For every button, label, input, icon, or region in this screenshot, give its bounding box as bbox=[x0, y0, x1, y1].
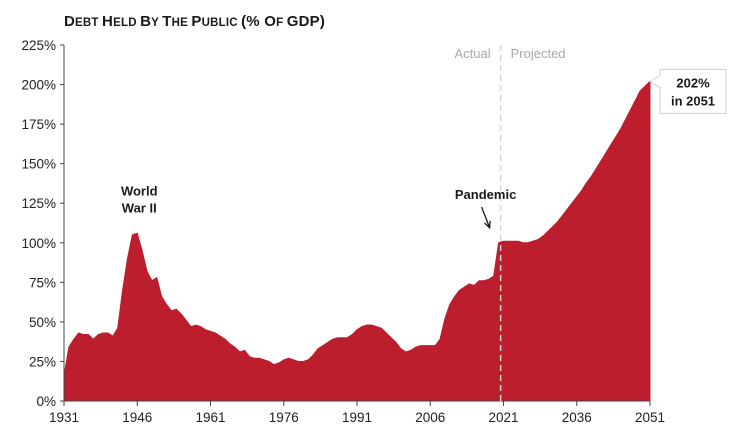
debt-area-series bbox=[63, 80, 651, 402]
y-tick-label: 125% bbox=[21, 196, 56, 211]
y-tick-label: 25% bbox=[29, 354, 56, 369]
y-tick-label: 0% bbox=[36, 394, 56, 409]
y-tick-label: 150% bbox=[21, 157, 56, 172]
x-axis-ticks: 1931 1946 1961 1976 1991 2006 2021 2036 2051 bbox=[49, 401, 665, 425]
x-tick-label: 2036 bbox=[562, 410, 592, 425]
annotation-pandemic-label: Pandemic bbox=[455, 187, 516, 202]
x-tick-label: 2006 bbox=[415, 410, 445, 425]
y-tick-label: 50% bbox=[29, 315, 56, 330]
x-tick-label: 1991 bbox=[342, 410, 372, 425]
chart-title: DEBT HELD BY THE PUBLIC (% OF GDP) bbox=[64, 13, 325, 30]
callout-2051: 202% in 2051 bbox=[649, 68, 727, 114]
y-tick-label: 75% bbox=[29, 275, 56, 290]
y-tick-label: 225% bbox=[21, 38, 56, 53]
annotation-ww2-line1: World bbox=[121, 183, 158, 198]
x-tick-label: 1931 bbox=[49, 410, 79, 425]
x-tick-label: 1976 bbox=[269, 410, 299, 425]
callout-line2: in 2051 bbox=[671, 93, 715, 108]
projected-label: Projected bbox=[511, 46, 566, 61]
actual-label: Actual bbox=[454, 46, 490, 61]
annotation-pandemic: Pandemic bbox=[455, 187, 516, 230]
y-axis-ticks: 0% 25% 50% 75% 100% 125% 150% 175% 200% 225% bbox=[21, 38, 64, 409]
y-tick-label: 175% bbox=[21, 117, 56, 132]
y-tick-label: 100% bbox=[21, 236, 56, 251]
callout-line1: 202% bbox=[676, 75, 710, 90]
callout-box bbox=[649, 68, 727, 114]
x-tick-label: 1946 bbox=[122, 410, 152, 425]
annotation-ww2-line2: War II bbox=[122, 200, 157, 215]
y-tick-label: 200% bbox=[21, 78, 56, 93]
x-tick-label: 2021 bbox=[488, 410, 518, 425]
pandemic-arrow-shaft bbox=[481, 206, 491, 229]
x-tick-label: 1961 bbox=[195, 410, 225, 425]
x-tick-label: 2051 bbox=[635, 410, 665, 425]
pandemic-arrow-head bbox=[484, 220, 491, 230]
annotation-world-war-ii: World War II bbox=[121, 183, 158, 215]
